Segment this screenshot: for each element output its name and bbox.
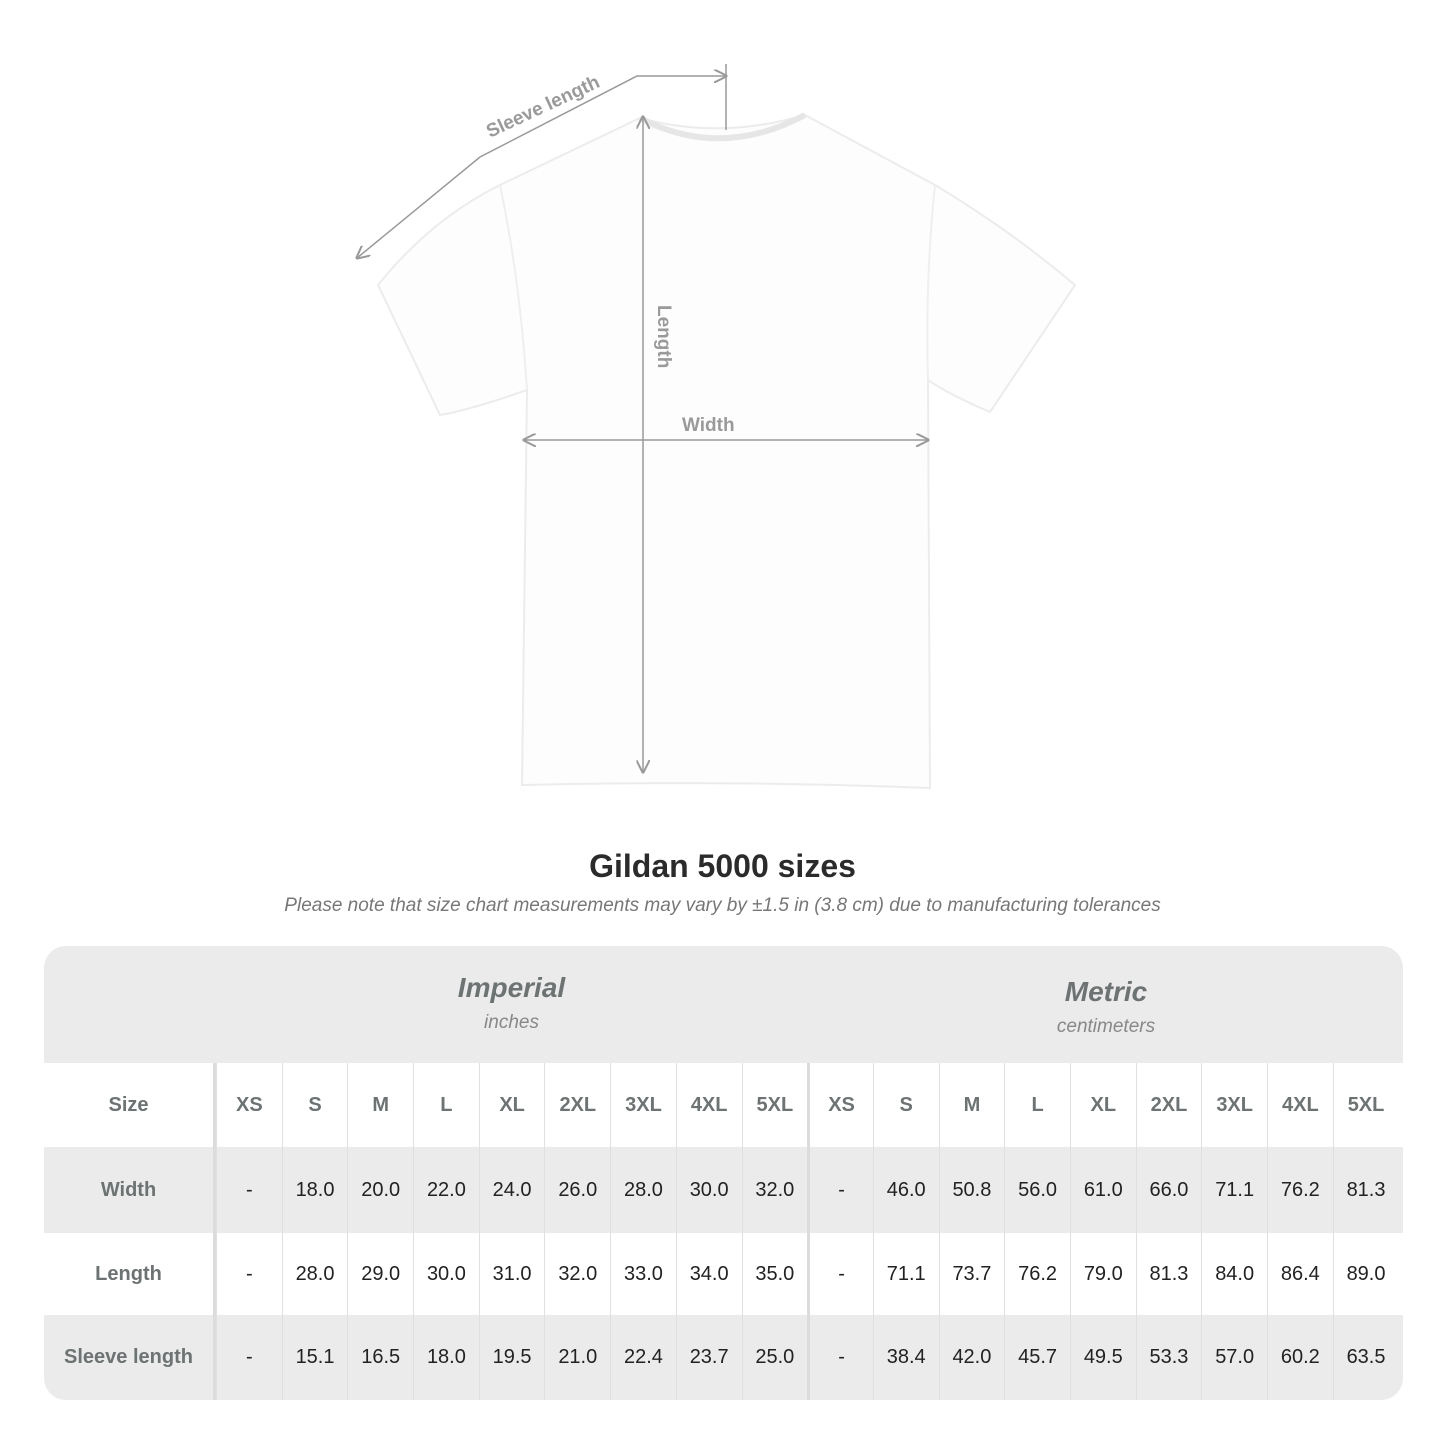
width-label: Width: [682, 415, 735, 436]
value-cell: 33.0: [610, 1233, 676, 1315]
value-cell: 23.7: [675, 1315, 742, 1400]
size-header-cell: S: [281, 1063, 348, 1147]
value-cell: 22.0: [413, 1147, 479, 1233]
size-header-cell: 4XL: [1267, 1063, 1333, 1147]
value-cell: 24.0: [478, 1147, 545, 1233]
metric-unit: centimeters: [1056, 1016, 1156, 1037]
length-label: Length: [653, 305, 674, 368]
imperial-title: Imperial: [457, 972, 566, 1003]
value-cell: 32.0: [741, 1147, 808, 1233]
metric-title: Metric: [1064, 976, 1148, 1007]
value-cell: 19.5: [478, 1315, 545, 1400]
value-cell: 73.7: [938, 1233, 1005, 1315]
unit-header-band: Imperial inches Metric centimeters: [44, 946, 1403, 1063]
value-cell: 81.3: [1332, 1147, 1399, 1233]
row-label: Length: [44, 1233, 216, 1315]
value-cell: 56.0: [1004, 1147, 1070, 1233]
size-header-cell: S: [872, 1063, 939, 1147]
size-header-cell: M: [347, 1063, 413, 1147]
size-header-cell: M: [938, 1063, 1005, 1147]
value-cell: 35.0: [741, 1233, 808, 1315]
value-cell: 26.0: [544, 1147, 610, 1233]
size-header-cell: 2XL: [1135, 1063, 1202, 1147]
value-cell: 46.0: [872, 1147, 939, 1233]
value-cell: 49.5: [1069, 1315, 1136, 1400]
value-cell: 31.0: [478, 1233, 545, 1315]
value-cell: 22.4: [610, 1315, 676, 1400]
value-cell: 38.4: [872, 1315, 939, 1400]
value-cell: 29.0: [347, 1233, 413, 1315]
value-cell: 30.0: [413, 1233, 479, 1315]
value-cell: 32.0: [544, 1233, 610, 1315]
value-cell: 76.2: [1267, 1147, 1333, 1233]
value-cell: 15.1: [281, 1315, 348, 1400]
table-row: Length -28.0 29.0 30.0 31.0 32.0 33.0 34.0 35.0-…: [44, 1233, 1403, 1315]
imperial-unit: inches: [484, 1012, 539, 1033]
value-cell: 53.3: [1135, 1315, 1202, 1400]
size-header-cell: 2XL: [544, 1063, 610, 1147]
value-cell: 61.0: [1069, 1147, 1136, 1233]
size-header-cell: XL: [1069, 1063, 1136, 1147]
size-header-cell: 3XL: [610, 1063, 676, 1147]
tshirt-image: [376, 113, 1077, 790]
size-header-cell: XL: [478, 1063, 545, 1147]
value-cell: 30.0: [675, 1147, 742, 1233]
value-cell: 66.0: [1135, 1147, 1202, 1233]
size-header-row: Size XS S M L XL 2XL 3XL 4XL 5XL XS S M L XL 2XL 3XL 4XL 5…: [44, 1063, 1403, 1147]
value-cell: 81.3: [1135, 1233, 1202, 1315]
value-cell: 34.0: [675, 1233, 742, 1315]
imperial-header: Imperial inches: [216, 972, 807, 1034]
size-label: Size: [44, 1063, 216, 1147]
value-cell: 25.0: [741, 1315, 808, 1400]
value-cell: 84.0: [1201, 1233, 1267, 1315]
table-row: Width -18.0 20.0 22.0 24.0 26.0 28.0 30.0 32.0-4…: [44, 1147, 1403, 1233]
size-table: Imperial inches Metric centimeters Size X…: [44, 946, 1403, 1400]
page-title: Gildan 5000 sizes: [589, 848, 856, 884]
value-cell: 18.0: [281, 1147, 348, 1233]
value-cell: 71.1: [872, 1233, 939, 1315]
value-cell: -: [807, 1233, 873, 1315]
size-header-cell: 5XL: [1332, 1063, 1399, 1147]
value-cell: 60.2: [1267, 1315, 1333, 1400]
value-cell: -: [807, 1147, 873, 1233]
tshirt-diagram: Sleeve length Length Width: [0, 64, 1077, 790]
size-header-cell: L: [1004, 1063, 1070, 1147]
value-cell: 71.1: [1201, 1147, 1267, 1233]
value-cell: 89.0: [1332, 1233, 1399, 1315]
value-cell: 20.0: [347, 1147, 413, 1233]
value-cell: 16.5: [347, 1315, 413, 1400]
table-row: Sleeve length -15.1 16.5 18.0 19.5 21.0 22.4 23…: [44, 1315, 1403, 1400]
size-header-cell: 3XL: [1201, 1063, 1267, 1147]
row-label: Width: [44, 1147, 216, 1233]
value-cell: 28.0: [610, 1147, 676, 1233]
size-header-cell: 5XL: [741, 1063, 808, 1147]
size-header-cell: XS: [216, 1063, 282, 1147]
value-cell: 79.0: [1069, 1233, 1136, 1315]
value-cell: 42.0: [938, 1315, 1005, 1400]
size-header-cell: 4XL: [675, 1063, 742, 1147]
size-header-cell: L: [413, 1063, 479, 1147]
value-cell: -: [216, 1315, 282, 1400]
value-cell: 76.2: [1004, 1233, 1070, 1315]
value-cell: -: [807, 1315, 873, 1400]
value-cell: 21.0: [544, 1315, 610, 1400]
value-cell: 86.4: [1267, 1233, 1333, 1315]
value-cell: 50.8: [938, 1147, 1005, 1233]
value-cell: 45.7: [1004, 1315, 1070, 1400]
value-cell: 57.0: [1201, 1315, 1267, 1400]
tolerance-note: Please note that size chart measurements…: [284, 895, 1161, 916]
value-cell: -: [216, 1147, 282, 1233]
value-cell: 18.0: [413, 1315, 479, 1400]
value-cell: -: [216, 1233, 282, 1315]
sleeve-measure-line: [357, 76, 726, 258]
value-cell: 63.5: [1332, 1315, 1399, 1400]
value-cell: 28.0: [281, 1233, 348, 1315]
metric-header: Metric centimeters: [809, 976, 1403, 1038]
sleeve-length-label: Sleeve length: [483, 72, 603, 143]
row-label: Sleeve length: [44, 1315, 216, 1400]
size-header-cell: XS: [807, 1063, 873, 1147]
